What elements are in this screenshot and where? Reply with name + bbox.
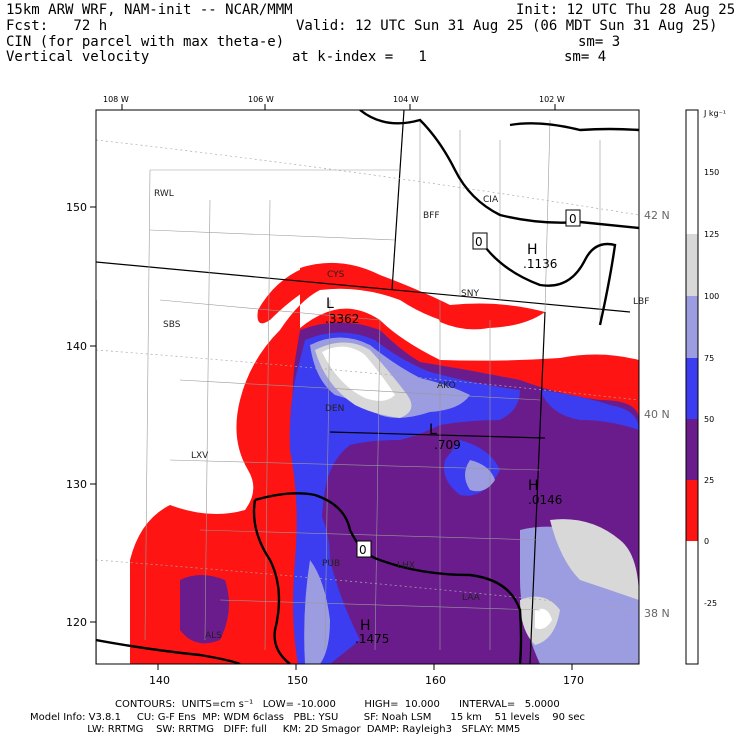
station-label: BFF [423, 211, 440, 221]
zero-contour-box [472, 232, 488, 250]
k-index: at k-index = 1 [292, 49, 427, 65]
station-label: SBS [163, 320, 181, 330]
grid-y-label: 140 [66, 340, 87, 353]
init-time: Init: 12 UTC Thu 28 Aug 25 [516, 2, 736, 18]
state-borders [96, 110, 631, 664]
station-label: ALS [205, 631, 222, 641]
latitude-label: 40 N [644, 408, 670, 421]
colorbar-tick: 25 [704, 476, 714, 485]
zero-contour-box [356, 540, 372, 558]
grid-x-label: 170 [563, 674, 584, 687]
colorbar-tick: 100 [704, 292, 719, 301]
colorbar-tick: -25 [704, 599, 717, 608]
zero-contour-box [565, 209, 581, 227]
high-value: .1475 [355, 632, 389, 646]
colorbar-swatch [686, 541, 698, 603]
grid-y-label: 150 [66, 201, 87, 214]
colorbar-swatch [686, 603, 698, 664]
station-label: DEN [325, 404, 344, 414]
station-label: RWL [154, 189, 174, 199]
high-value: .0146 [528, 493, 562, 507]
low-value: .709 [434, 438, 461, 452]
station-label: LHX [397, 561, 415, 571]
high-value: .1136 [523, 257, 557, 271]
contour-title: Vertical velocity [6, 49, 150, 65]
grid-y-label: 120 [66, 616, 87, 629]
colorbar-frame [685, 109, 699, 665]
colorbar-swatch [686, 480, 698, 541]
colorbar-tick: 50 [704, 415, 714, 424]
forecast-hour: Fcst: 72 h [6, 18, 108, 34]
longitude-label: 108 W [103, 95, 129, 104]
map-frame [95, 109, 640, 665]
colorbar-swatch [686, 296, 698, 358]
station-label: PUB [322, 559, 340, 569]
latlon-grid [96, 139, 639, 611]
grid-x-label: 140 [149, 674, 170, 687]
colorbar-swatch [686, 110, 698, 172]
contour-info: CONTOURS: UNITS=cm s⁻¹ LOW= -10.000 HIGH… [115, 699, 560, 710]
station-labels: RWL BFF CIA SNY LBF CYS SBS DEN AKO LXV … [154, 189, 649, 641]
smoothing-1: sm= 3 [578, 34, 621, 50]
longitude-label: 104 W [393, 95, 419, 104]
county-lines [144, 119, 601, 651]
field-title: CIN (for parcel with max theta-e) [6, 34, 285, 50]
station-label: LAA [462, 593, 481, 603]
colorbar-swatch [686, 172, 698, 234]
colorbar-tick: 75 [704, 354, 714, 363]
low-value: .3362 [325, 312, 359, 326]
top-axis: 108 W 106 W 104 W 102 W [103, 95, 565, 110]
zero-contour-label: 0 [475, 235, 483, 249]
colorbar-swatch [686, 234, 698, 296]
station-label: CIA [483, 195, 499, 205]
station-label: LXV [191, 451, 209, 461]
longitude-label: 106 W [248, 95, 274, 104]
station-label: AKO [437, 381, 456, 391]
smoothing-2: sm= 4 [564, 49, 607, 65]
zero-contour-label: 0 [569, 212, 577, 226]
high-marker: H [528, 478, 539, 494]
cin-shading [96, 110, 639, 664]
grid-x-label: 160 [425, 674, 446, 687]
colorbar-swatch [686, 358, 698, 419]
latitude-label: 42 N [644, 209, 670, 222]
colorbar-unit: J kg⁻¹ [703, 109, 726, 118]
colorbar: J kg⁻¹ 150 125 100 75 50 25 0 -25 [685, 109, 726, 665]
grid-y-label: 130 [66, 478, 87, 491]
zero-contour-label: 0 [359, 543, 367, 557]
high-marker: H [360, 618, 371, 634]
high-marker: H [527, 242, 538, 258]
latitude-label: 38 N [644, 607, 670, 620]
station-label: LBF [633, 297, 649, 307]
model-info-2: LW: RRTMG SW: RRTMG DIFF: full KM: 2D Sm… [30, 724, 521, 735]
grid-x-label: 150 [287, 674, 308, 687]
station-label: CYS [327, 270, 345, 280]
velocity-contours [96, 110, 639, 664]
low-marker: L [326, 296, 334, 312]
colorbar-tick: 125 [704, 230, 719, 239]
longitude-label: 102 W [539, 95, 565, 104]
station-label: SNY [461, 289, 479, 299]
valid-time: Valid: 12 UTC Sun 31 Aug 25 (06 MDT Sun … [296, 18, 718, 34]
model-info: Model Info: V3.8.1 CU: G-F Ens MP: WDM 6… [30, 712, 586, 723]
colorbar-swatch [686, 419, 698, 480]
extrema-labels: H .1136 L .3362 L .709 H .0146 H .1475 0… [325, 209, 581, 646]
colorbar-tick: 150 [704, 168, 719, 177]
low-marker: L [429, 422, 437, 438]
model-title: 15km ARW WRF, NAM-init -- NCAR/MMM [6, 2, 293, 18]
colorbar-tick: 0 [704, 537, 709, 546]
right-axis: 42 N 40 N 38 N [644, 209, 670, 620]
left-axis: 150 140 130 120 [66, 201, 96, 629]
bottom-axis: 140 150 160 170 [149, 664, 584, 687]
